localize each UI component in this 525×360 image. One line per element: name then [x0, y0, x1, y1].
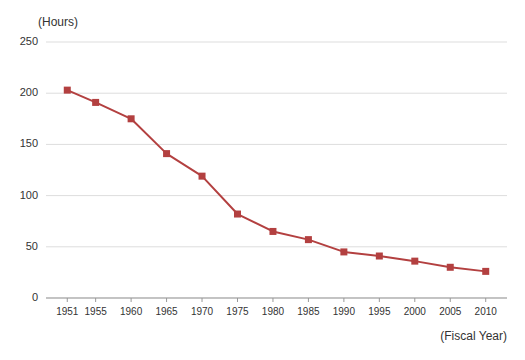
x-tick [237, 298, 238, 302]
marker [447, 264, 454, 271]
x-tick-label: 1951 [56, 306, 79, 317]
x-tick [202, 298, 203, 302]
grid-line [46, 144, 507, 145]
y-axis-label: (Hours) [38, 15, 78, 29]
marker [163, 150, 170, 157]
grid-line [46, 93, 507, 94]
x-tick-label: 1960 [120, 306, 143, 317]
x-tick [67, 298, 68, 302]
marker [64, 87, 71, 94]
y-tick-label: 100 [20, 189, 38, 201]
y-tick-label: 0 [32, 291, 38, 303]
x-tick [131, 298, 132, 302]
x-tick-label: 1970 [191, 306, 214, 317]
x-tick [485, 298, 486, 302]
x-tick [450, 298, 451, 302]
x-tick-label: 1995 [368, 306, 391, 317]
marker [128, 115, 135, 122]
x-tick [379, 298, 380, 302]
marker [234, 211, 241, 218]
line [67, 90, 485, 271]
grid-line [46, 42, 507, 43]
marker [482, 268, 489, 275]
x-tick-label: 1980 [262, 306, 285, 317]
x-tick-label: 2005 [439, 306, 462, 317]
marker [411, 258, 418, 265]
y-tick-label: 250 [20, 35, 38, 47]
grid-line [46, 195, 507, 196]
x-tick-label: 1990 [333, 306, 356, 317]
x-tick [343, 298, 344, 302]
x-tick [414, 298, 415, 302]
x-tick [308, 298, 309, 302]
y-tick-label: 50 [26, 240, 38, 252]
series-group [64, 87, 489, 275]
x-tick-label: 1985 [297, 306, 320, 317]
x-tick-label: 1975 [226, 306, 249, 317]
x-tick [95, 298, 96, 302]
marker [305, 236, 312, 243]
x-tick [166, 298, 167, 302]
marker [340, 248, 347, 255]
x-axis-line [46, 298, 507, 299]
grid-line [46, 246, 507, 247]
marker [376, 253, 383, 260]
x-tick [272, 298, 273, 302]
y-tick-label: 150 [20, 137, 38, 149]
x-tick-label: 1965 [155, 306, 178, 317]
x-axis-label: (Fiscal Year) [440, 329, 507, 343]
chart-container: 0 50 100 150 200 250 1951 1955 1960 1965 1970 1975 1… [0, 0, 525, 360]
grid-line [46, 298, 507, 299]
marker [269, 228, 276, 235]
chart-svg: 0 50 100 150 200 250 1951 1955 1960 1965 1970 1975 1… [0, 0, 525, 360]
marker [199, 173, 206, 180]
marker [92, 99, 99, 106]
x-tick-label: 2010 [475, 306, 498, 317]
y-tick-label: 200 [20, 86, 38, 98]
y-grid [46, 42, 507, 298]
x-tick-label: 2000 [404, 306, 427, 317]
x-tick-label: 1955 [85, 306, 108, 317]
